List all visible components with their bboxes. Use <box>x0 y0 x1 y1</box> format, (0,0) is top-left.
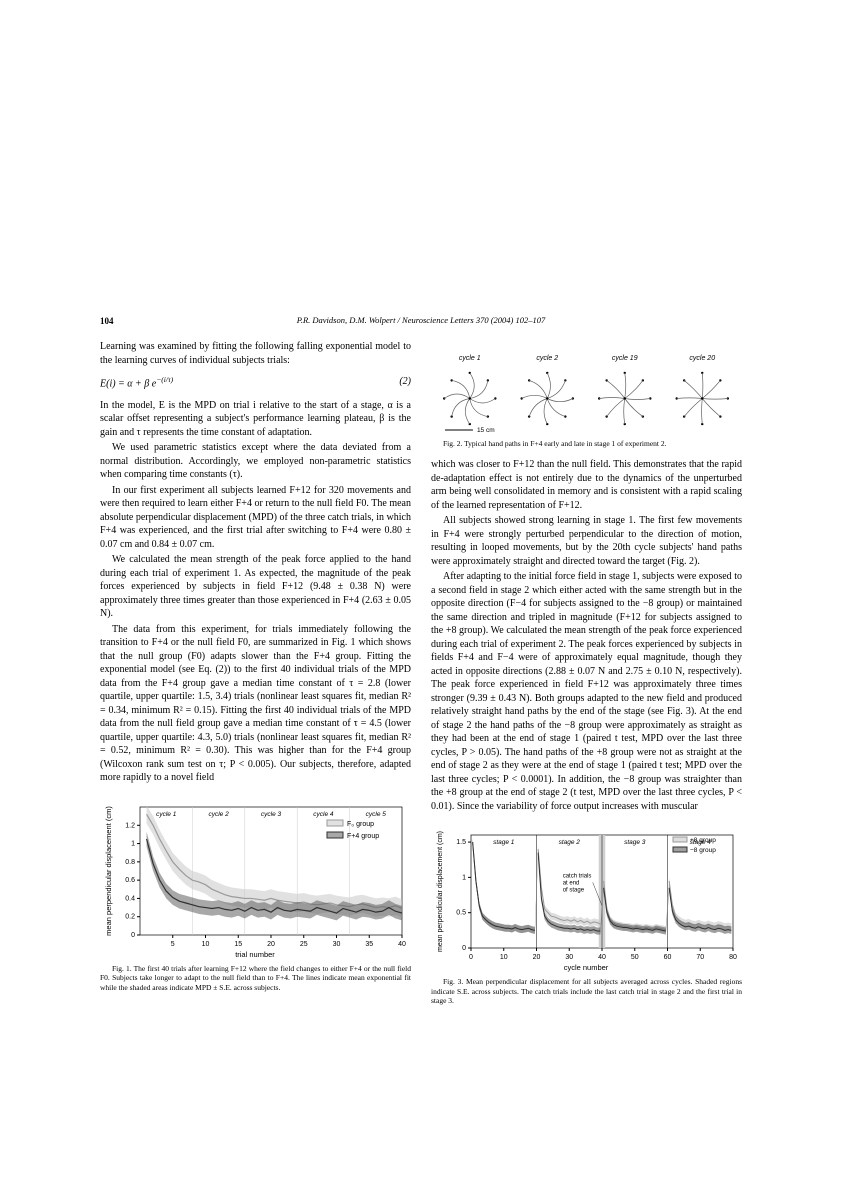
paragraph: which was closer to F+12 than the null f… <box>431 458 742 512</box>
svg-text:80: 80 <box>729 954 737 961</box>
equation-2: E(i) = α + β e−(i/τ) (2) <box>100 375 411 391</box>
right-column: cycle 1 cycle 2 cycle 19 cycle 20 15 cm Fig.… <box>431 340 742 1016</box>
svg-text:50: 50 <box>631 954 639 961</box>
svg-text:60: 60 <box>664 954 672 961</box>
equation-number: (2) <box>399 375 411 391</box>
svg-text:40: 40 <box>598 954 606 961</box>
figure-3-caption: Fig. 3. Mean perpendicular displacement … <box>431 977 742 1005</box>
svg-text:stage 1: stage 1 <box>493 839 515 846</box>
figure-1-caption: Fig. 1. The first 40 trials after learni… <box>100 964 411 992</box>
figure-2-paths: cycle 1 cycle 2 cycle 19 cycle 20 15 cm <box>431 350 741 435</box>
svg-text:5: 5 <box>171 941 175 948</box>
figure-1: cycle 1cycle 2cycle 3cycle 4cycle 551015… <box>100 795 411 992</box>
svg-text:mean perpendicular displacemen: mean perpendicular displacement (cm) <box>437 831 444 952</box>
svg-text:0.6: 0.6 <box>125 877 135 884</box>
svg-text:cycle 19: cycle 19 <box>612 355 638 362</box>
paragraph: All subjects showed strong learning in s… <box>431 514 742 568</box>
svg-text:1.5: 1.5 <box>456 839 466 846</box>
svg-text:25: 25 <box>300 941 308 948</box>
svg-text:of stage: of stage <box>563 888 585 894</box>
svg-text:+8 group: +8 group <box>690 837 716 844</box>
svg-text:40: 40 <box>398 941 406 948</box>
svg-text:cycle 1: cycle 1 <box>156 811 177 818</box>
svg-text:35: 35 <box>365 941 373 948</box>
svg-text:stage 3: stage 3 <box>624 839 646 846</box>
figure-1-chart: cycle 1cycle 2cycle 3cycle 4cycle 551015… <box>100 795 410 960</box>
svg-text:F+4 group: F+4 group <box>347 833 379 840</box>
svg-text:trial number: trial number <box>235 950 275 959</box>
svg-text:0: 0 <box>462 945 466 952</box>
svg-text:1: 1 <box>131 840 135 847</box>
svg-text:cycle 2: cycle 2 <box>536 355 558 362</box>
svg-text:0: 0 <box>469 954 473 961</box>
svg-text:15 cm: 15 cm <box>477 427 495 434</box>
svg-text:0.5: 0.5 <box>456 910 466 917</box>
svg-text:10: 10 <box>500 954 508 961</box>
figure-3: stage 1stage 2stage 3stage 4010203040506… <box>431 823 742 1005</box>
paragraph: The data from this experiment, for trial… <box>100 623 411 785</box>
equation-lhs: E(i) = α + β e <box>100 378 156 389</box>
svg-text:stage 2: stage 2 <box>559 839 581 846</box>
svg-text:10: 10 <box>202 941 210 948</box>
svg-text:cycle 2: cycle 2 <box>208 811 229 818</box>
svg-text:30: 30 <box>565 954 573 961</box>
left-column: Learning was examined by fitting the fol… <box>100 340 411 1016</box>
svg-text:0.2: 0.2 <box>125 914 135 921</box>
figure-2-caption: Fig. 2. Typical hand paths in F+4 early … <box>431 439 742 448</box>
svg-text:mean perpendicular displacemen: mean perpendicular displacement (cm) <box>104 806 113 936</box>
equation-exponent: −(i/τ) <box>156 375 173 384</box>
svg-text:cycle 20: cycle 20 <box>689 355 715 362</box>
paragraph: After adapting to the initial force fiel… <box>431 570 742 813</box>
svg-text:−8 group: −8 group <box>690 847 716 854</box>
svg-text:0.8: 0.8 <box>125 859 135 866</box>
svg-text:F₀ group: F₀ group <box>347 821 374 828</box>
svg-text:catch trials: catch trials <box>563 874 592 880</box>
svg-text:cycle 5: cycle 5 <box>366 811 387 818</box>
svg-text:cycle 3: cycle 3 <box>261 811 282 818</box>
paragraph: We used parametric statistics except whe… <box>100 441 411 482</box>
svg-text:1: 1 <box>462 875 466 882</box>
paragraph: Learning was examined by fitting the fol… <box>100 340 411 367</box>
svg-text:20: 20 <box>267 941 275 948</box>
svg-text:20: 20 <box>533 954 541 961</box>
figure-3-chart: stage 1stage 2stage 3stage 4010203040506… <box>431 823 741 973</box>
svg-text:at end: at end <box>563 881 580 887</box>
paragraph: In the model, E is the MPD on trial i re… <box>100 399 411 440</box>
figure-2: cycle 1 cycle 2 cycle 19 cycle 20 15 cm Fig.… <box>431 350 742 448</box>
svg-text:cycle 1: cycle 1 <box>459 355 481 362</box>
svg-text:1.2: 1.2 <box>125 822 135 829</box>
svg-text:70: 70 <box>696 954 704 961</box>
svg-text:15: 15 <box>234 941 242 948</box>
svg-text:30: 30 <box>333 941 341 948</box>
running-header: P.R. Davidson, D.M. Wolpert / Neuroscien… <box>0 315 842 326</box>
two-column-layout: Learning was examined by fitting the fol… <box>100 340 742 1016</box>
svg-text:cycle 4: cycle 4 <box>313 811 334 818</box>
paragraph: We calculated the mean strength of the p… <box>100 553 411 621</box>
svg-text:0.4: 0.4 <box>125 895 135 902</box>
paragraph: In our first experiment all subjects lea… <box>100 484 411 552</box>
svg-text:cycle number: cycle number <box>564 963 609 972</box>
svg-text:0: 0 <box>131 932 135 939</box>
